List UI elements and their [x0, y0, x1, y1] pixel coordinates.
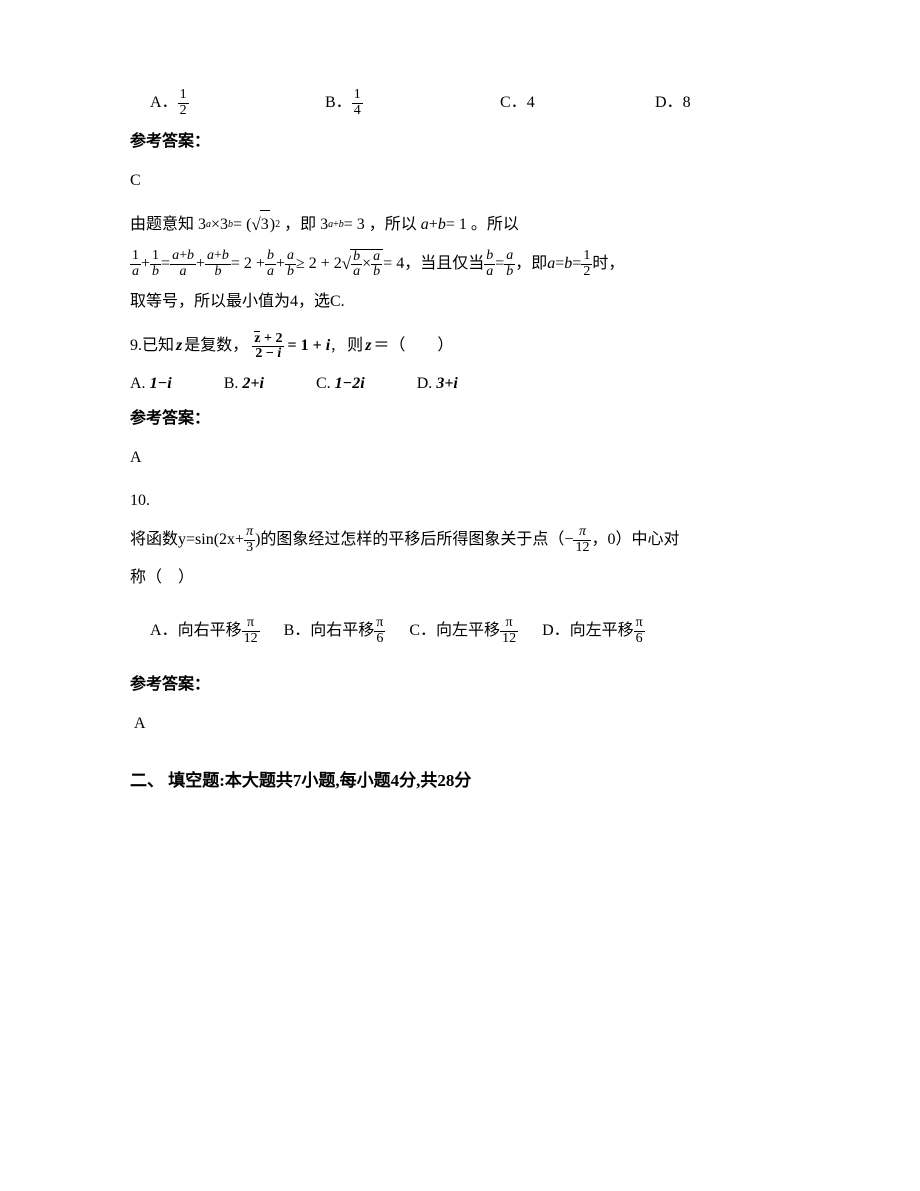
q9-answer-label: 参考答案： [130, 405, 800, 434]
opt-txt: 向左平移 [570, 617, 634, 646]
opt-val: 8 [683, 89, 691, 118]
opt-val: 1−i [150, 370, 172, 399]
opt-frac: π12 [242, 616, 260, 646]
opt-val: 14 [352, 88, 363, 118]
opt-letter: A． [150, 617, 178, 646]
q8-options: A． 12 B． 14 C． 4 D． 8 [150, 88, 800, 118]
q9-opt-b: B. 2+i [224, 370, 264, 399]
text: 已知 [142, 332, 174, 361]
text: ，即 [515, 250, 547, 279]
q9-opt-c: C. 1−2i [316, 370, 365, 399]
opt-letter: D. [417, 370, 433, 399]
q9-z: z [176, 332, 182, 361]
q8-opt-d: D． 8 [655, 89, 691, 118]
q8-opt-a: A． 12 [150, 88, 325, 118]
math: a + b = 1 [421, 211, 467, 240]
opt-letter: A. [130, 370, 146, 399]
opt-txt: 向右平移 [178, 617, 242, 646]
opt-letter: B． [325, 89, 352, 118]
q10-answer-label: 参考答案： [130, 671, 800, 700]
opt-val: 2+i [242, 370, 264, 399]
opt-frac: π6 [374, 616, 385, 646]
opt-letter: B. [224, 370, 239, 399]
q10-num: 10. [130, 487, 800, 516]
opt-frac: π12 [500, 616, 518, 646]
opt-letter: A． [150, 89, 178, 118]
math: a = b = 12 [547, 249, 592, 279]
text: ，当且仅当 [404, 250, 484, 279]
q9-num: 9. [130, 332, 142, 361]
math: z + 2 2 − i = 1 + i ， [252, 331, 343, 362]
math: 1a + 1b = a+ba + a+bb = 2 + ba + ab ≥ 2 … [130, 249, 404, 280]
opt-val: 3+i [436, 370, 458, 399]
text: ，即 [284, 216, 316, 233]
math: 3a+b = 3 [320, 211, 365, 240]
q8-answer: C [130, 167, 800, 196]
text: ，0）中心对 [591, 526, 679, 555]
q10-opt-a: A． 向右平移 π12 [150, 616, 260, 646]
opt-frac: π6 [634, 616, 645, 646]
opt-letter: C． [409, 617, 436, 646]
opt-letter: B． [284, 617, 311, 646]
q8-expl-2: 1a + 1b = a+ba + a+bb = 2 + ba + ab ≥ 2 … [130, 249, 800, 280]
opt-letter: C. [316, 370, 331, 399]
q9-stem: 9. 已知 z 是复数， z + 2 2 − i = 1 + i ， 则 z ＝… [130, 331, 800, 362]
q10-answer: A [134, 710, 800, 739]
opt-val: 4 [527, 89, 535, 118]
q9-options: A. 1−i B. 2+i C. 1−2i D. 3+i [130, 370, 800, 399]
opt-letter: D． [655, 89, 683, 118]
text: )的图象经过怎样的平移后所得图象关于点（ [255, 526, 564, 555]
q10-stem-line2: 称（ ） [130, 564, 800, 593]
q10-opt-b: B． 向右平移 π6 [284, 616, 386, 646]
text: ＝（ ） [373, 332, 453, 361]
text: ，所以 [369, 216, 417, 233]
opt-txt: 向右平移 [310, 617, 374, 646]
text: 由题意知 [130, 216, 194, 233]
section-2-header: 二、 填空题:本大题共7小题,每小题4分,共28分 [130, 766, 800, 797]
q8-expl-3: 取等号，所以最小值为4，选C. [130, 288, 800, 317]
q9-opt-d: D. 3+i [417, 370, 458, 399]
text: 将函数y=sin(2x+ [130, 526, 244, 555]
q8-opt-c: C． 4 [500, 89, 655, 118]
q8-answer-label: 参考答案： [130, 128, 800, 157]
math: 3a×3b = (3)2 [198, 210, 280, 241]
math: ba = ab [484, 249, 515, 279]
opt-letter: D． [542, 617, 570, 646]
math: π3 [244, 525, 255, 555]
q9-opt-a: A. 1−i [130, 370, 172, 399]
text: 。所以 [471, 216, 519, 233]
opt-val: 1−2i [335, 370, 365, 399]
q10-stem-line1: 将函数y=sin(2x+ π3 )的图象经过怎样的平移后所得图象关于点（ −π1… [130, 525, 800, 555]
opt-letter: C． [500, 89, 527, 118]
opt-txt: 向左平移 [436, 617, 500, 646]
math: −π12 [564, 525, 591, 555]
q10-options: A． 向右平移 π12 B． 向右平移 π6 C． 向左平移 π12 D． 向左… [150, 616, 800, 646]
q8-expl-1: 由题意知 3a×3b = (3)2 ，即 3a+b = 3 ，所以 a + b … [130, 210, 800, 241]
text: 时， [592, 250, 624, 279]
q9-z2: z [365, 332, 371, 361]
q10-opt-c: C． 向左平移 π12 [409, 616, 518, 646]
q9-answer: A [130, 444, 800, 473]
opt-val: 12 [178, 88, 189, 118]
text: 是复数， [184, 332, 248, 361]
q10-opt-d: D． 向左平移 π6 [542, 616, 645, 646]
q8-opt-b: B． 14 [325, 88, 500, 118]
text: 则 [347, 332, 363, 361]
